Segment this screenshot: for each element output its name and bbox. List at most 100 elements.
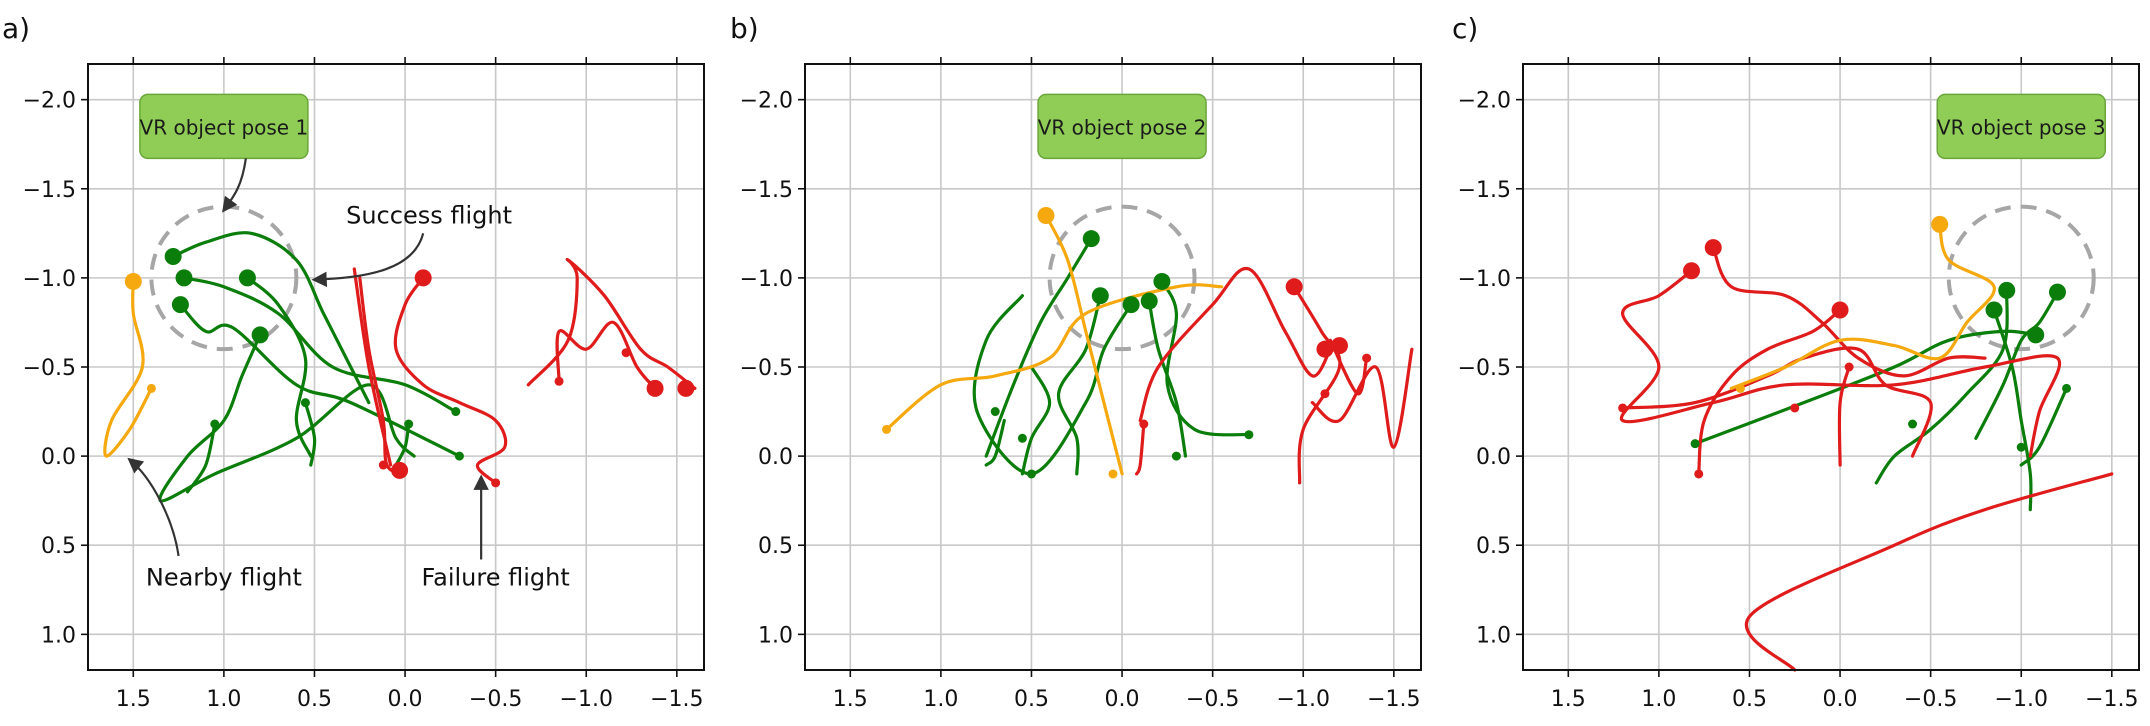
x-tick-label: −1.5 [650, 687, 703, 712]
failure-endpoint-marker [677, 379, 695, 397]
success-trajectory [1160, 279, 1251, 437]
success-arrow [311, 233, 425, 287]
success-trajectory [984, 418, 1006, 467]
x-tick-label: −0.5 [469, 687, 522, 712]
success-endpoint-marker [2027, 326, 2045, 344]
success-start-marker [451, 407, 461, 417]
success-trajectory [171, 231, 371, 405]
success-trajectory [245, 276, 313, 458]
success-endpoint-marker [1153, 272, 1171, 290]
success-start-marker [1690, 439, 1700, 449]
x-tick-label: −1.5 [1367, 687, 1420, 712]
x-tick-label: 1.0 [923, 687, 958, 712]
success-trajectory [984, 237, 1093, 458]
pose-callout-box [1936, 93, 2106, 160]
failure-endpoint-marker [1682, 262, 1700, 280]
failure-start-marker [1694, 469, 1704, 479]
failure-trajectory [1328, 338, 1369, 396]
success-endpoint-marker [251, 326, 269, 344]
success-trajectory [303, 401, 317, 467]
success-start-marker [990, 407, 1000, 417]
success-endpoint-marker [1140, 292, 1158, 310]
success-trajectory [182, 276, 458, 414]
success-start-marker [1026, 469, 1036, 479]
success-trajectory [186, 422, 217, 494]
pose-callout-label: VR object pose 2 [1038, 115, 1207, 139]
failure-endpoint-marker [1285, 278, 1303, 296]
y-tick-label: −0.5 [740, 356, 793, 381]
failure-start-marker [554, 376, 564, 386]
nearby-trajectory [884, 283, 1224, 431]
success-start-marker [1171, 451, 1181, 461]
y-tick-label: 0.5 [1476, 534, 1511, 559]
success-start-marker [1017, 433, 1027, 443]
x-tick-label: −1.0 [560, 687, 613, 712]
y-tick-label: −2.0 [23, 89, 76, 114]
target-circle [1047, 204, 1197, 352]
success-endpoint-marker [164, 247, 182, 265]
failure-trajectory [1744, 472, 2114, 672]
success-trajectory [1974, 290, 2060, 440]
annotation-label: Success flight [346, 202, 512, 230]
success-trajectory [158, 333, 416, 503]
y-tick-label: 0.0 [1476, 445, 1511, 470]
x-tick-label: 1.5 [833, 687, 868, 712]
success-trajectory [1056, 294, 1102, 476]
failure-trajectory [1310, 347, 1414, 449]
y-tick-label: −0.5 [23, 356, 76, 381]
failure-start-marker [1618, 403, 1628, 413]
failure-endpoint-marker [646, 379, 664, 397]
annotation-label: Nearby flight [146, 563, 302, 591]
x-tick-label: 0.5 [1014, 687, 1049, 712]
y-tick-label: −1.5 [23, 178, 76, 203]
nearby-start-marker [1108, 469, 1118, 479]
pose-callout-box [1037, 93, 1207, 160]
failure-trajectory [1621, 346, 1933, 458]
callout-arrow [222, 158, 247, 213]
panel-b: b) 1.5 1.0 0.5 0.0 −0.5 −1.0 −1.5 −2.0 −1.5 −1.0 −… [730, 12, 1422, 712]
nearby-start-marker [1735, 383, 1745, 393]
y-tick-label: −0.5 [1458, 356, 1511, 381]
target-circle [1946, 204, 2096, 352]
success-start-marker [300, 398, 310, 408]
failure-trajectory [393, 276, 508, 485]
x-tick-label: −0.5 [1904, 687, 1957, 712]
success-endpoint-marker [238, 269, 256, 287]
y-tick-label: −1.5 [740, 178, 793, 203]
failure-trajectory [1135, 422, 1146, 476]
success-start-marker [2016, 442, 2026, 452]
pose-callout-label: VR object pose 3 [1937, 115, 2106, 139]
y-tick-label: −2.0 [740, 89, 793, 114]
success-start-marker [210, 419, 220, 429]
success-endpoint-marker [1998, 281, 2016, 299]
x-tick-label: 0.5 [297, 687, 332, 712]
x-tick-label: 1.0 [1641, 687, 1676, 712]
x-tick-label: −1.5 [2085, 687, 2138, 712]
failure-trajectory [352, 267, 393, 467]
success-trajectory [1992, 308, 2033, 512]
failure-endpoint-marker [1831, 301, 1849, 319]
y-tick-label: 0.0 [41, 445, 76, 470]
nearby-arrow [127, 457, 180, 557]
nearby-trajectory [1729, 222, 1996, 390]
success-endpoint-marker [175, 269, 193, 287]
success-start-marker [1908, 419, 1918, 429]
pose-callout-label: VR object pose 1 [140, 115, 309, 139]
success-endpoint-marker [171, 296, 189, 314]
x-tick-label: 1.5 [116, 687, 151, 712]
failure-endpoint-marker [1704, 239, 1722, 257]
success-trajectory [1020, 365, 1052, 476]
failure-trajectory [1292, 285, 1342, 485]
failure-trajectory [1619, 269, 2061, 458]
nearby-start-marker [882, 424, 892, 434]
success-start-marker [454, 451, 464, 461]
y-tick-label: −2.0 [1458, 89, 1511, 114]
success-start-marker [2062, 383, 2072, 393]
x-tick-label: 1.5 [1551, 687, 1586, 712]
x-tick-label: −1.0 [1277, 687, 1330, 712]
failure-start-marker [491, 478, 501, 488]
success-endpoint-marker [1985, 301, 2003, 319]
panel-a: a) 1.5 1.0 0.5 0.0 −0.5 −1.0 −1.5 −2.0 −1.5 −1.0 −… [2, 12, 705, 712]
y-tick-label: 0.5 [41, 534, 76, 559]
success-endpoint-marker [1082, 230, 1100, 248]
